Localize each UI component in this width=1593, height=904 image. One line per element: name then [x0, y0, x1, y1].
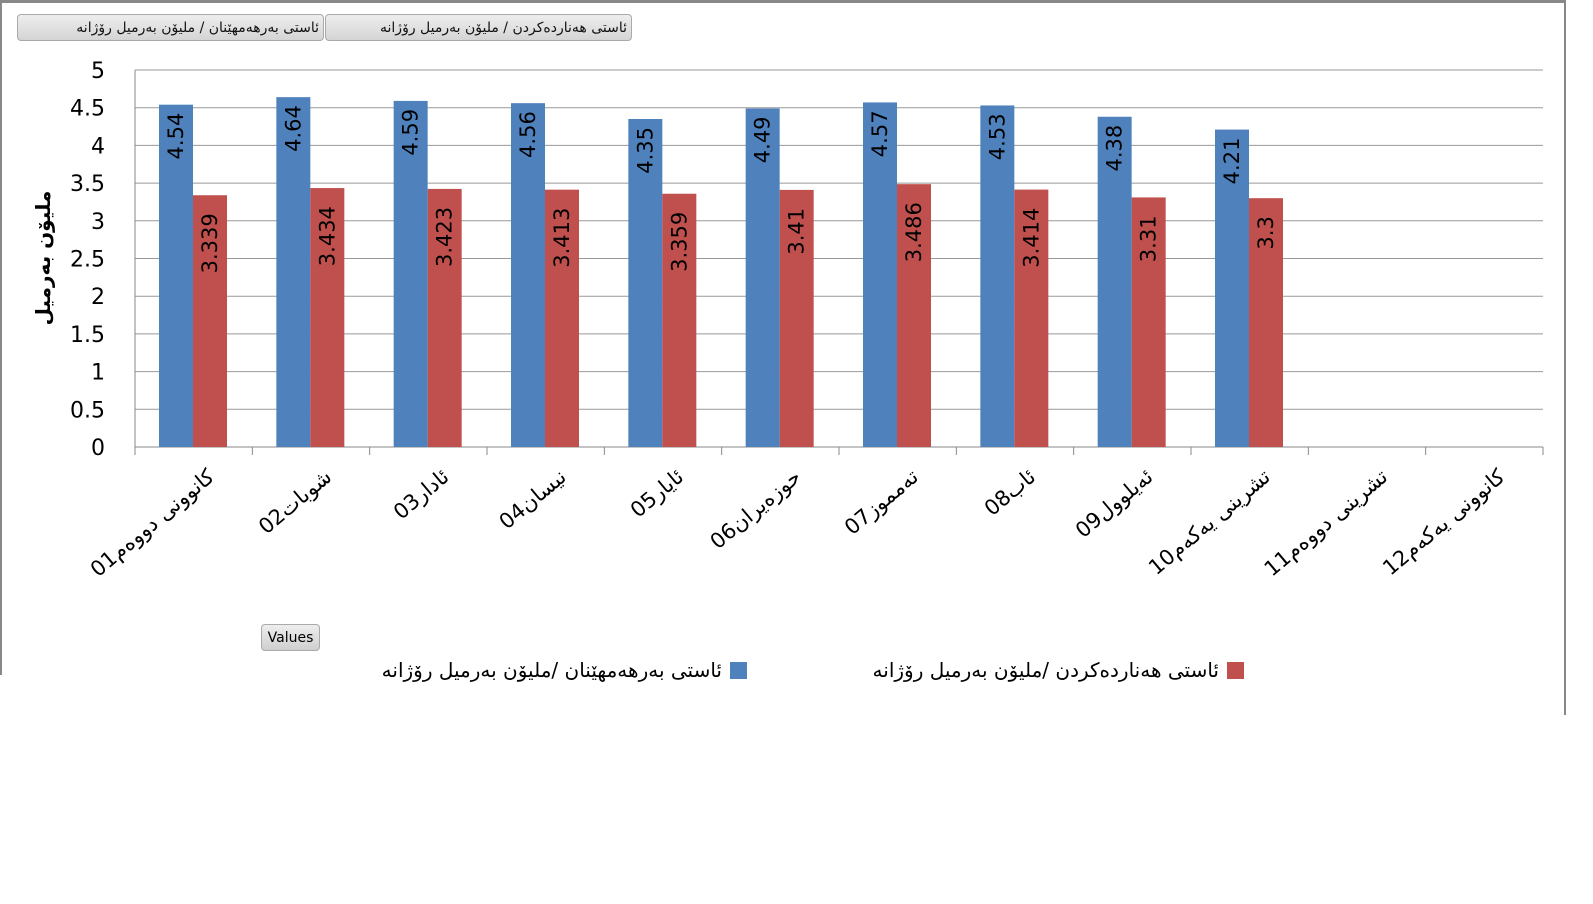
y-axis-title: ملیۆن بەرمیل: [31, 191, 55, 326]
data-label: 3.414: [1019, 208, 1043, 268]
x-tick-label: 10تشرینی یەکەم: [1144, 464, 1275, 579]
bar: [980, 105, 1015, 448]
bar: [393, 100, 428, 447]
legend-label: ئاستی بەرهەمهێنان /ملیۆن بەرمیل رۆژانە: [381, 658, 722, 682]
legend-item-production: ئاستی بەرهەمهێنان /ملیۆن بەرمیل رۆژانە: [382, 658, 747, 682]
bar: [1131, 197, 1166, 447]
bar: [159, 104, 193, 448]
x-tick-label: 07تەمموز: [840, 464, 923, 539]
y-tick-label: 3.5: [70, 172, 105, 197]
bar: [1249, 198, 1283, 447]
bar: [897, 184, 931, 448]
x-tick-label: 06حوزەیران: [706, 464, 806, 553]
data-label: 3.423: [433, 207, 457, 267]
values-button[interactable]: Values: [261, 624, 320, 651]
data-label: 3.486: [902, 202, 926, 262]
data-label: 4.53: [985, 113, 1009, 160]
data-label: 4.54: [164, 113, 188, 160]
bar: [545, 189, 579, 448]
x-tick-label: 04نیسان: [495, 464, 571, 533]
bar: [1097, 116, 1132, 448]
y-tick-label: 2: [91, 285, 105, 310]
bar: [1215, 129, 1249, 448]
data-label: 3.413: [550, 208, 574, 268]
legend-label: ئاستی هەناردەکردن /ملیۆن بەرمیل رۆژانە: [872, 658, 1219, 682]
x-tick-label: 03ئادار: [389, 464, 454, 524]
data-label: 4.21: [1220, 138, 1244, 185]
y-tick-label: 1.5: [70, 323, 105, 348]
bar: [511, 103, 545, 448]
chart-frame-left: [0, 0, 2, 675]
data-label: 4.56: [516, 111, 540, 158]
data-label: 3.359: [667, 212, 691, 272]
y-tick-label: 0.5: [70, 398, 105, 423]
y-tick-label: 1: [91, 361, 105, 386]
data-label: 4.35: [633, 127, 657, 174]
data-label: 4.64: [281, 105, 305, 152]
y-tick-label: 0: [91, 436, 105, 461]
bar: [662, 193, 697, 447]
filter-button-export[interactable]: ئاستی هەناردەکردن / ملیۆن بەرمیل رۆژانە: [325, 14, 632, 41]
x-tick-label: 08ئاب: [980, 464, 1040, 520]
bar: [745, 108, 780, 447]
x-tick-label: 02شوبات: [254, 464, 336, 538]
x-tick-label: 09ئەیلوول: [1071, 464, 1158, 542]
legend-item-export: ئاستی هەناردەکردن /ملیۆن بەرمیل رۆژانە: [873, 658, 1244, 682]
data-label: 4.59: [399, 109, 423, 156]
data-label: 3.434: [315, 206, 339, 266]
data-label: 4.38: [1103, 125, 1127, 172]
data-label: 3.339: [198, 213, 222, 273]
data-label: 3.41: [785, 208, 809, 255]
y-tick-label: 4: [91, 134, 105, 159]
y-tick-label: 3: [91, 210, 105, 235]
filter-button-production[interactable]: ئاستی بەرهەمهێنان / ملیۆن بەرمیل رۆژانە: [17, 14, 324, 41]
bar: [779, 189, 814, 448]
bar: [193, 195, 227, 447]
legend-swatch-blue: [730, 661, 747, 679]
bar: [310, 188, 345, 447]
y-tick-label: 4.5: [70, 97, 105, 122]
x-tick-label: 01کانوونی دووەم: [86, 464, 219, 581]
bar: [427, 188, 462, 447]
x-tick-label: 12کانوونی یەکەم: [1378, 464, 1509, 580]
bar: [628, 119, 663, 447]
y-tick-label: 5: [91, 59, 105, 84]
bar: [1014, 189, 1049, 447]
data-label: 3.3: [1254, 216, 1278, 249]
chart-frame: [0, 0, 1566, 715]
bar: [863, 102, 897, 447]
x-tick-label: 11تشرینی دووەم: [1260, 464, 1393, 581]
data-label: 4.57: [868, 110, 892, 157]
data-label: 4.49: [751, 116, 775, 163]
x-tick-label: 05ئایار: [626, 464, 688, 522]
legend-swatch-red: [1227, 661, 1244, 679]
bar: [276, 97, 311, 448]
y-tick-label: 2.5: [70, 248, 105, 273]
data-label: 3.31: [1137, 215, 1161, 262]
